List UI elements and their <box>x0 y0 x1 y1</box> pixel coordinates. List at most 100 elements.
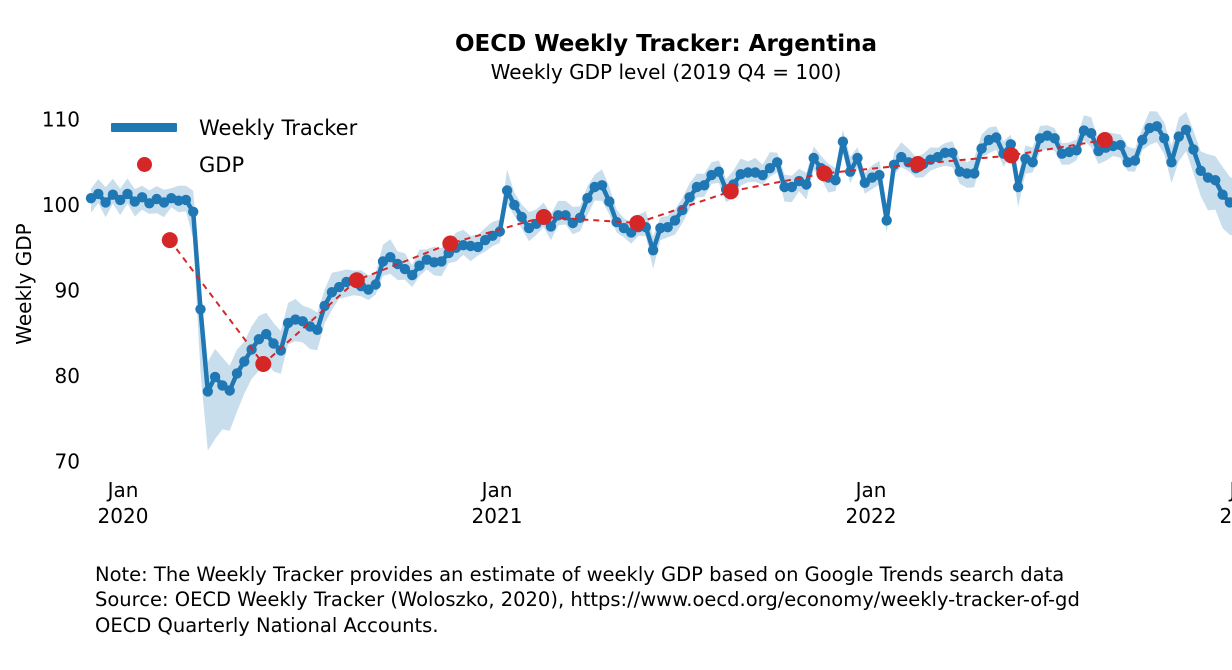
tick-label: 90 <box>55 279 80 303</box>
weekly-tracker-point <box>1188 144 1199 155</box>
y-axis-label: Weekly GDP <box>12 223 36 345</box>
weekly-tracker-point <box>991 132 1002 143</box>
weekly-tracker-point <box>275 345 286 356</box>
weekly-tracker-point <box>713 166 724 177</box>
footnote-line-3: OECD Quarterly National Accounts. <box>95 613 439 637</box>
weekly-tracker-point <box>677 204 688 216</box>
legend-dot-swatch <box>103 157 185 172</box>
weekly-tracker-point <box>830 175 841 186</box>
tick-label: 70 <box>55 450 80 474</box>
weekly-tracker-point <box>1173 131 1185 142</box>
weekly-tracker-point <box>852 152 863 164</box>
weekly-tracker-point <box>319 300 330 312</box>
gdp-point <box>722 183 739 200</box>
weekly-tracker-point <box>1129 155 1141 166</box>
weekly-tracker-point <box>947 147 958 158</box>
weekly-tracker-point <box>1012 181 1024 193</box>
weekly-tracker-point <box>567 217 578 229</box>
weekly-tracker-point <box>1159 133 1170 144</box>
gdp-point <box>161 232 178 249</box>
weekly-tracker-point <box>969 168 980 179</box>
weekly-tracker-point <box>808 152 819 164</box>
weekly-tracker-point <box>662 222 673 233</box>
weekly-tracker-point <box>370 279 381 290</box>
weekly-tracker-point <box>1195 165 1206 176</box>
weekly-tracker-point <box>596 180 608 191</box>
weekly-tracker-point <box>888 159 900 170</box>
weekly-tracker-point <box>312 324 323 335</box>
weekly-tracker-point <box>180 194 192 206</box>
weekly-tracker-point <box>574 212 586 223</box>
tick-label: 2023 <box>1220 504 1232 528</box>
legend-label-weekly-tracker: Weekly Tracker <box>199 115 358 140</box>
weekly-tracker-point <box>669 215 681 226</box>
legend-item-weekly-tracker: Weekly Tracker <box>103 109 357 146</box>
weekly-tracker-point <box>976 143 987 154</box>
weekly-tracker-point <box>1151 121 1163 132</box>
weekly-tracker-point <box>261 328 272 340</box>
weekly-tracker-point <box>1166 157 1177 168</box>
weekly-tracker-point <box>202 386 213 397</box>
weekly-tracker-point <box>253 334 265 345</box>
weekly-tracker-point <box>239 356 250 367</box>
weekly-tracker-point <box>772 157 783 168</box>
weekly-tracker-point <box>1049 133 1060 144</box>
weekly-tracker-point <box>115 194 126 206</box>
weekly-tracker-point <box>93 188 104 200</box>
weekly-tracker-point <box>881 215 892 226</box>
weekly-tracker-point <box>195 304 206 315</box>
gdp-point <box>348 272 365 289</box>
weekly-tracker-point <box>1005 139 1016 150</box>
weekly-tracker-point <box>545 221 557 232</box>
weekly-tracker-point <box>1137 134 1148 146</box>
gdp-point <box>629 215 646 231</box>
weekly-tracker-point <box>939 147 951 158</box>
tick-label: Jan <box>854 478 887 502</box>
tick-label: 2020 <box>98 504 149 528</box>
weekly-tracker-point <box>859 177 870 188</box>
weekly-tracker-point <box>779 181 790 193</box>
weekly-tracker-point <box>1224 197 1232 208</box>
weekly-tracker-point <box>217 380 228 391</box>
tick-label: Jan <box>1228 478 1232 502</box>
weekly-tracker-point <box>326 287 338 298</box>
weekly-tracker-point <box>699 180 710 191</box>
weekly-tracker-point <box>845 166 856 177</box>
gdp-point <box>1003 147 1020 164</box>
legend-label-gdp: GDP <box>199 152 245 177</box>
weekly-tracker-point <box>742 167 754 178</box>
footnote-line-2: Source: OECD Weekly Tracker (Woloszko, 2… <box>95 588 1080 612</box>
weekly-tracker-point <box>414 260 425 271</box>
gdp-point <box>816 165 833 182</box>
legend-item-gdp: GDP <box>103 146 357 183</box>
gdp-point <box>535 209 552 225</box>
weekly-tracker-point <box>896 151 907 163</box>
weekly-tracker-point <box>1115 139 1126 151</box>
weekly-tracker-point <box>801 179 812 190</box>
weekly-tracker-point <box>684 192 695 203</box>
gdp-point <box>255 356 272 372</box>
weekly-tracker-point <box>757 169 768 181</box>
footnote: Note: The Weekly Tracker provides an est… <box>95 562 1232 638</box>
tick-label: 2021 <box>472 504 523 528</box>
weekly-tracker-point <box>582 193 593 204</box>
footnote-line-1: Note: The Weekly Tracker provides an est… <box>95 563 1065 586</box>
chart-subtitle: Weekly GDP level (2019 Q4 = 100) <box>490 60 842 84</box>
tick-label: 100 <box>42 193 80 217</box>
weekly-tracker-point <box>961 168 973 179</box>
tick-label: 110 <box>42 108 80 132</box>
weekly-tracker-point <box>122 188 133 200</box>
tick-label: Jan <box>480 478 513 502</box>
weekly-tracker-point <box>837 136 849 147</box>
tick-label: Jan <box>106 478 139 502</box>
weekly-tracker-point <box>1071 145 1082 156</box>
weekly-tracker-point <box>436 256 447 267</box>
weekly-tracker-point <box>385 252 396 263</box>
gdp-point <box>909 156 926 172</box>
weekly-tracker-point <box>874 169 885 181</box>
tick-label: 80 <box>55 364 80 388</box>
weekly-tracker-point <box>136 192 148 203</box>
gdp-point <box>1096 132 1113 148</box>
weekly-tracker-point <box>399 263 411 275</box>
